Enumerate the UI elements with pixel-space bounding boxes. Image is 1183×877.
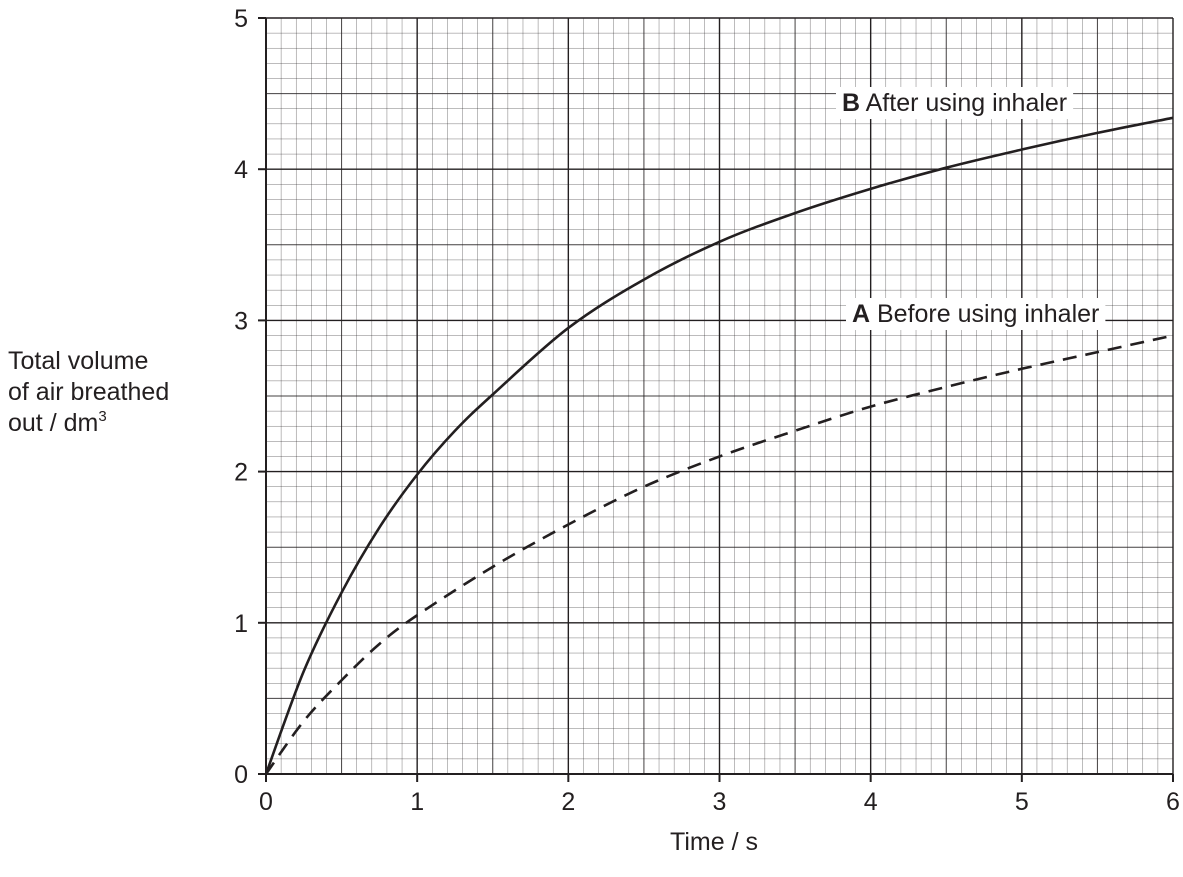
y-tick-label: 2 [234,459,248,487]
x-tick-label: 6 [1166,788,1180,816]
axes [258,17,1174,782]
y-axis-label: Total volume of air breathed out / dm3 [8,346,169,439]
tick-labels: 0 1 2 3 4 5 0 1 2 3 4 5 6 [234,5,1180,816]
x-tick-label: 2 [561,788,575,816]
y-axis-label-line-2: of air breathed [8,378,170,406]
y-tick-label: 3 [234,307,248,335]
series-label-letter: A [852,300,870,328]
series-label-text: Before using inhaler [870,300,1099,328]
series-label-letter: B [842,89,860,117]
y-tick-label: 4 [234,156,248,184]
grid [265,17,1174,775]
series-label-a: A Before using inhaler [852,300,1099,328]
series-label-text: After using inhaler [860,89,1067,117]
y-axis-label-line-3: out / dm [8,409,99,437]
y-tick-label: 0 [234,761,248,789]
x-tick-label: 0 [259,788,273,816]
series-labels: A Before using inhaler B After using inha… [836,87,1106,330]
series-label-background [836,87,1074,119]
curves [264,116,1174,775]
x-tick-label: 5 [1015,788,1029,816]
series-line-a [264,334,1174,775]
x-axis-label: Time / s [670,828,758,856]
y-tick-label: 1 [234,610,248,638]
series-line-b [264,116,1174,775]
x-tick-label: 1 [410,788,424,816]
y-axis-label-superscript: 3 [98,408,107,425]
x-tick-label: 4 [864,788,878,816]
series-label-b: B After using inhaler [842,89,1067,117]
y-tick-label: 5 [234,5,248,33]
series-label-background [846,298,1106,330]
y-axis-label-line-1: Total volume [8,347,149,375]
x-tick-label: 3 [713,788,727,816]
